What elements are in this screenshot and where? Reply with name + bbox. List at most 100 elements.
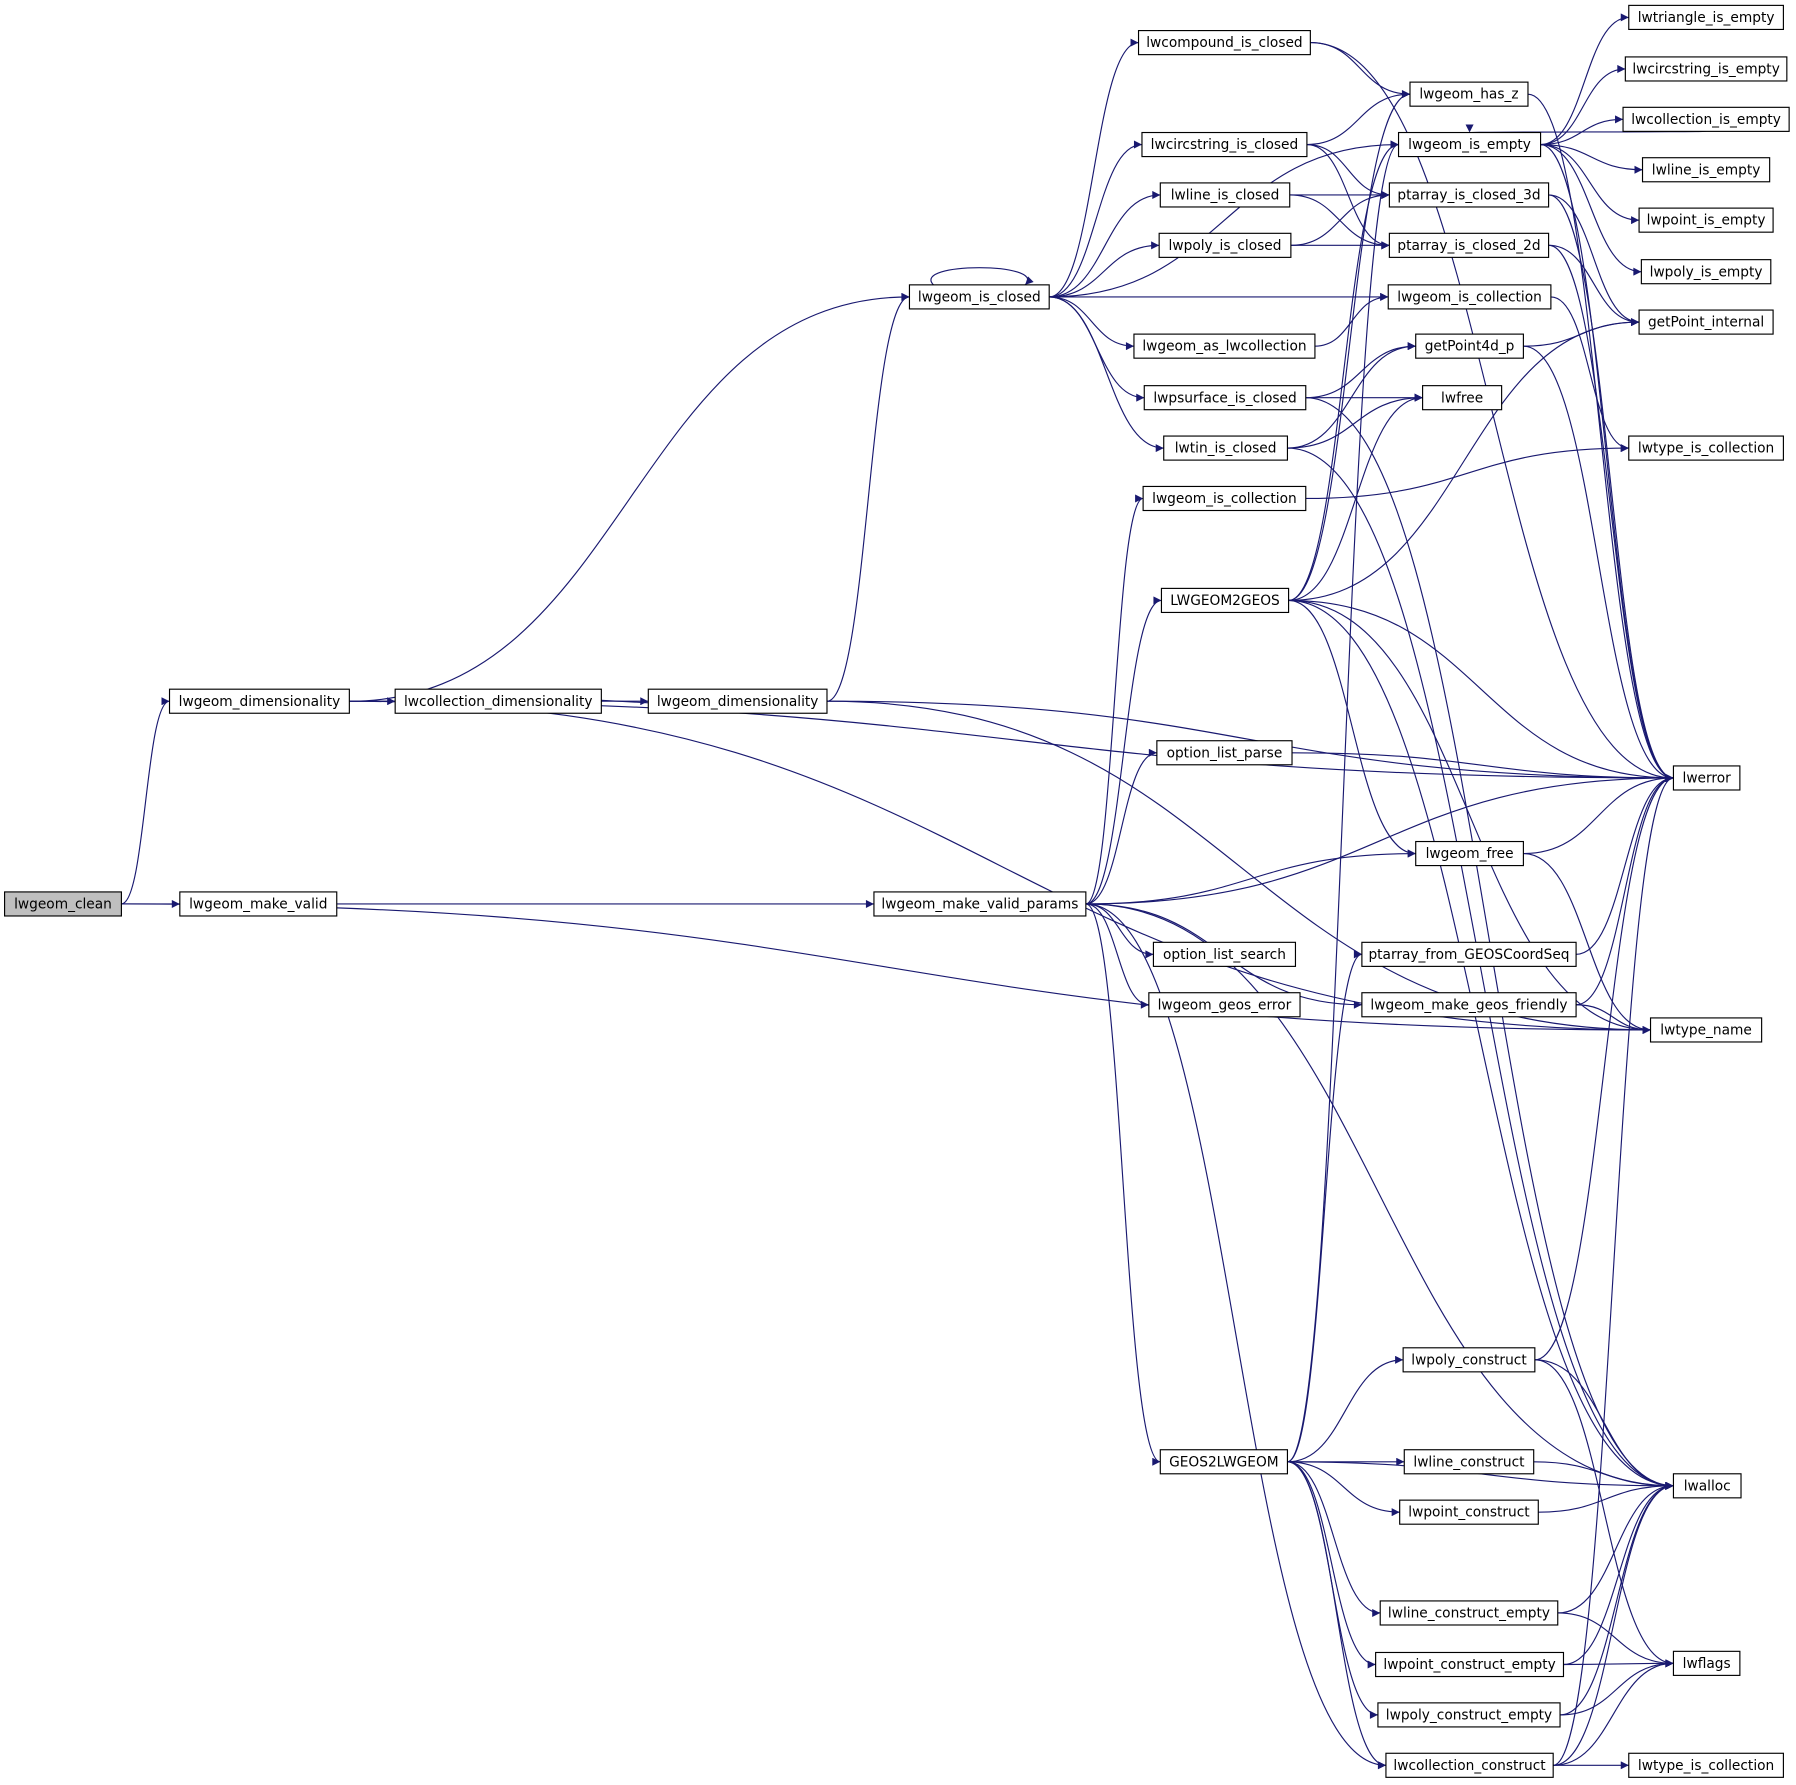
node-tri_e[interactable]: lwtriangle_is_empty — [1628, 4, 1784, 31]
node-point_c[interactable]: lwpoint_construct — [1399, 1499, 1539, 1525]
node-tic_top[interactable]: lwtype_is_collection — [1628, 435, 1784, 461]
node-box[interactable] — [1133, 333, 1316, 359]
node-coll_c[interactable]: lwcollection_construct — [1385, 1752, 1554, 1778]
node-box[interactable] — [1152, 941, 1297, 967]
node-box[interactable] — [1409, 81, 1529, 107]
node-box[interactable] — [1628, 1752, 1784, 1778]
node-box[interactable] — [1399, 1499, 1539, 1525]
node-box[interactable] — [1361, 941, 1577, 967]
node-box[interactable] — [1624, 56, 1788, 82]
node-g2l[interactable]: GEOS2LWGEOM — [1159, 1449, 1289, 1475]
node-box[interactable] — [179, 891, 338, 917]
node-box[interactable] — [1137, 30, 1311, 56]
node-geos_err[interactable]: lwgeom_geos_error — [1148, 992, 1301, 1018]
node-box[interactable] — [168, 688, 350, 714]
node-box[interactable] — [1160, 587, 1290, 614]
node-is_coll_r[interactable]: lwgeom_is_collection — [1387, 284, 1552, 310]
node-box[interactable] — [1638, 207, 1774, 233]
node-box[interactable] — [1397, 131, 1542, 158]
node-pafg[interactable]: ptarray_from_GEOSCoordSeq — [1361, 941, 1577, 967]
node-pa3d[interactable]: ptarray_is_closed_3d — [1388, 182, 1550, 208]
node-lwtype_name[interactable]: lwtype_name — [1649, 1017, 1763, 1043]
node-clean[interactable]: lwgeom_clean — [4, 891, 122, 917]
node-box[interactable] — [908, 284, 1050, 310]
node-gfree[interactable]: lwgeom_free — [1415, 840, 1524, 867]
node-dim1[interactable]: lwgeom_dimensionality — [168, 688, 350, 714]
node-mvp[interactable]: lwgeom_make_valid_params — [873, 891, 1087, 917]
node-line_c[interactable]: lwline_construct — [1403, 1449, 1535, 1475]
node-box[interactable] — [1672, 1650, 1741, 1676]
node-tin[interactable]: lwtin_is_closed — [1163, 435, 1289, 461]
node-l2g[interactable]: LWGEOM2GEOS — [1160, 587, 1290, 614]
node-poly_c[interactable]: lwpoly_construct — [1402, 1347, 1536, 1373]
node-ols[interactable]: option_list_search — [1152, 941, 1297, 967]
node-box[interactable] — [1379, 1600, 1559, 1626]
node-box[interactable] — [1156, 740, 1293, 766]
node-box[interactable] — [1422, 385, 1503, 411]
node-box[interactable] — [1385, 1752, 1554, 1778]
node-lwerror[interactable]: lwerror — [1672, 765, 1741, 791]
node-poly_e[interactable]: lwpoly_is_empty — [1640, 259, 1772, 285]
node-box[interactable] — [1143, 385, 1307, 411]
node-gpi[interactable]: getPoint_internal — [1638, 309, 1774, 335]
node-psurf[interactable]: lwpsurface_is_closed — [1143, 385, 1307, 411]
node-box[interactable] — [1163, 435, 1289, 461]
node-box[interactable] — [647, 688, 828, 714]
node-has_z[interactable]: lwgeom_has_z — [1409, 81, 1529, 107]
node-box[interactable] — [1142, 485, 1307, 512]
node-box[interactable] — [873, 891, 1087, 917]
node-coll_dim[interactable]: lwcollection_dimensionality — [394, 688, 602, 714]
node-box[interactable] — [1159, 1449, 1289, 1475]
node-box[interactable] — [1388, 182, 1550, 208]
node-box[interactable] — [1403, 1449, 1535, 1475]
node-box[interactable] — [1628, 4, 1784, 31]
node-point_e[interactable]: lwpoint_is_empty — [1638, 207, 1774, 233]
node-box[interactable] — [1649, 1017, 1763, 1043]
node-tic_bot[interactable]: lwtype_is_collection — [1628, 1752, 1784, 1778]
node-is_coll_mid[interactable]: lwgeom_is_collection — [1142, 485, 1307, 512]
node-pa2d[interactable]: ptarray_is_closed_2d — [1388, 232, 1550, 258]
node-box[interactable] — [1148, 992, 1301, 1018]
node-box[interactable] — [1159, 182, 1291, 208]
node-dim2[interactable]: lwgeom_dimensionality — [647, 688, 828, 714]
node-box[interactable] — [1361, 992, 1577, 1018]
node-lwflags[interactable]: lwflags — [1672, 1650, 1741, 1676]
node-is_empty[interactable]: lwgeom_is_empty — [1397, 131, 1542, 158]
node-circ_e[interactable]: lwcircstring_is_empty — [1624, 56, 1788, 82]
node-box[interactable] — [1158, 232, 1292, 258]
node-poly_ce[interactable]: lwpoly_construct_empty — [1377, 1702, 1561, 1728]
node-box[interactable] — [1672, 765, 1741, 791]
node-box[interactable] — [1415, 333, 1524, 359]
node-poly_closed[interactable]: lwpoly_is_closed — [1158, 232, 1292, 258]
node-box[interactable] — [1377, 1702, 1561, 1728]
node-box[interactable] — [1641, 157, 1771, 183]
node-box[interactable] — [1638, 309, 1774, 335]
node-olp[interactable]: option_list_parse — [1156, 740, 1293, 766]
node-box[interactable] — [1415, 840, 1524, 867]
node-as_coll[interactable]: lwgeom_as_lwcollection — [1133, 333, 1316, 359]
node-box[interactable] — [1622, 106, 1790, 132]
node-lwalloc[interactable]: lwalloc — [1672, 1473, 1742, 1499]
node-line_ce[interactable]: lwline_construct_empty — [1379, 1600, 1559, 1626]
node-is_closed[interactable]: lwgeom_is_closed — [908, 284, 1050, 310]
node-gp4d[interactable]: getPoint4d_p — [1415, 333, 1524, 359]
node-box[interactable] — [1388, 232, 1550, 258]
node-box[interactable] — [1387, 284, 1552, 310]
node-box[interactable] — [1628, 435, 1784, 461]
node-box[interactable] — [4, 891, 122, 917]
node-box[interactable] — [1672, 1473, 1742, 1499]
node-box[interactable] — [1402, 1347, 1536, 1373]
node-point_ce[interactable]: lwpoint_construct_empty — [1375, 1651, 1565, 1678]
node-line_closed[interactable]: lwline_is_closed — [1159, 182, 1291, 208]
node-box[interactable] — [1640, 259, 1772, 285]
node-lwfree[interactable]: lwfree — [1422, 385, 1503, 411]
node-box[interactable] — [1375, 1651, 1565, 1678]
node-make_valid[interactable]: lwgeom_make_valid — [179, 891, 338, 917]
node-line_e[interactable]: lwline_is_empty — [1641, 157, 1771, 183]
node-circ[interactable]: lwcircstring_is_closed — [1141, 131, 1308, 158]
node-box[interactable] — [1141, 131, 1308, 158]
node-mgf[interactable]: lwgeom_make_geos_friendly — [1361, 992, 1577, 1018]
node-compound[interactable]: lwcompound_is_closed — [1137, 30, 1311, 56]
node-box[interactable] — [394, 688, 602, 714]
node-coll_e[interactable]: lwcollection_is_empty — [1622, 106, 1790, 132]
